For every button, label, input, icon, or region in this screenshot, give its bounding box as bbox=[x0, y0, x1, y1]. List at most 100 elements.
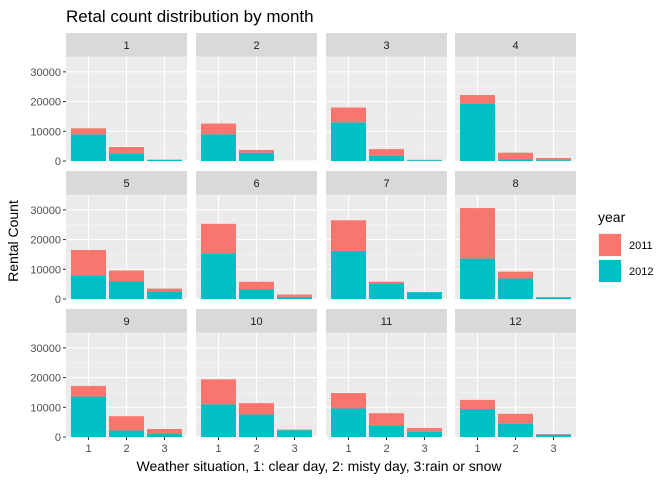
bar-2012 bbox=[201, 134, 236, 161]
bar-2012 bbox=[277, 296, 312, 299]
bar-2011 bbox=[201, 223, 236, 254]
facet-strip-label: 1 bbox=[123, 40, 129, 52]
facet-strip bbox=[66, 309, 187, 333]
bar-2011 bbox=[331, 220, 366, 251]
bar-2011 bbox=[277, 294, 312, 297]
x-tick-label: 1 bbox=[474, 443, 480, 455]
bar-2012 bbox=[460, 103, 495, 161]
y-axis-label: Rental Count bbox=[5, 200, 21, 282]
facet-panel-8: 8 bbox=[455, 171, 576, 300]
x-tick-label: 1 bbox=[215, 443, 221, 455]
legend-key-2011 bbox=[599, 234, 621, 256]
bar-2012 bbox=[147, 434, 182, 437]
y-tick-label: 20000 bbox=[30, 373, 61, 385]
y-tick-label: 10000 bbox=[30, 402, 61, 414]
bar-2011 bbox=[109, 147, 144, 154]
facet-strip-label: 5 bbox=[123, 178, 129, 190]
facet-strip bbox=[66, 33, 187, 57]
bar-2011 bbox=[239, 150, 274, 153]
bar-2011 bbox=[460, 399, 495, 410]
facet-strip bbox=[196, 171, 317, 195]
facet-strip-label: 4 bbox=[512, 40, 518, 52]
legend-title: year bbox=[598, 209, 626, 225]
bar-2012 bbox=[407, 160, 442, 161]
bar-2011 bbox=[147, 288, 182, 292]
facet-strip bbox=[455, 309, 576, 333]
bar-2012 bbox=[71, 134, 106, 161]
bar-2011 bbox=[201, 379, 236, 405]
y-tick-label: 30000 bbox=[30, 67, 61, 79]
bar-2012 bbox=[369, 283, 404, 299]
y-tick-label: 10000 bbox=[30, 126, 61, 138]
bar-2011 bbox=[331, 393, 366, 409]
facet-strip bbox=[196, 33, 317, 57]
bar-2012 bbox=[331, 122, 366, 161]
bar-2012 bbox=[498, 423, 533, 437]
legend: year 2011 2012 bbox=[598, 209, 653, 283]
facet-panel-3: 3 bbox=[326, 33, 447, 162]
x-tick-label: 1 bbox=[345, 443, 351, 455]
facet-strip bbox=[66, 171, 187, 195]
facet-strip-label: 12 bbox=[509, 316, 521, 328]
bar-2012 bbox=[239, 414, 274, 437]
bar-2011 bbox=[71, 249, 106, 276]
bar-2011 bbox=[277, 429, 312, 431]
bar-2012 bbox=[460, 258, 495, 299]
legend-key-2012 bbox=[599, 260, 621, 282]
facet-panel-5: 5 0 10000 20000 30000 bbox=[30, 171, 187, 306]
bar-2012 bbox=[536, 434, 571, 437]
facet-strip bbox=[326, 33, 447, 57]
bar-2012 bbox=[147, 291, 182, 299]
y-tick-label: 20000 bbox=[30, 97, 61, 109]
bar-2011 bbox=[536, 434, 571, 435]
bar-2012 bbox=[239, 152, 274, 161]
bar-2012 bbox=[331, 408, 366, 437]
facet-strip bbox=[326, 171, 447, 195]
x-tick-label: 2 bbox=[383, 443, 389, 455]
facet-strip-label: 2 bbox=[253, 40, 259, 52]
bar-2011 bbox=[460, 95, 495, 104]
legend-label-2012: 2012 bbox=[629, 266, 653, 278]
bar-2011 bbox=[369, 149, 404, 156]
bar-2012 bbox=[239, 289, 274, 299]
bar-2012 bbox=[498, 278, 533, 299]
x-axis-label: Weather situation, 1: clear day, 2: mist… bbox=[137, 458, 503, 474]
bar-2011 bbox=[498, 413, 533, 424]
facet-strip-label: 6 bbox=[253, 178, 259, 190]
bar-2012 bbox=[71, 275, 106, 299]
bar-2012 bbox=[369, 155, 404, 161]
bar-2011 bbox=[536, 158, 571, 161]
bar-2012 bbox=[407, 292, 442, 299]
bar-2012 bbox=[71, 396, 106, 437]
x-tick-label: 2 bbox=[253, 443, 259, 455]
facet-panel-11: 111 2 3 bbox=[326, 309, 447, 455]
bar-2011 bbox=[369, 413, 404, 427]
facet-panel-6: 6 bbox=[196, 171, 317, 300]
facet-panel-12: 121 2 3 bbox=[455, 309, 576, 455]
bar-2012 bbox=[109, 153, 144, 161]
x-tick-label: 3 bbox=[161, 443, 167, 455]
bar-2012 bbox=[331, 250, 366, 299]
bar-2012 bbox=[147, 159, 182, 161]
facet-strip bbox=[196, 309, 317, 333]
y-tick-label: 0 bbox=[55, 432, 61, 444]
bar-2011 bbox=[71, 128, 106, 135]
x-tick-label: 2 bbox=[123, 443, 129, 455]
bar-2011 bbox=[109, 270, 144, 282]
bar-2012 bbox=[536, 297, 571, 299]
y-tick-label: 0 bbox=[55, 156, 61, 168]
bar-2011 bbox=[147, 428, 182, 435]
bar-2011 bbox=[331, 107, 366, 123]
bar-2011 bbox=[71, 385, 106, 397]
y-tick-label: 30000 bbox=[30, 205, 61, 217]
x-tick-label: 2 bbox=[512, 443, 518, 455]
x-tick-label: 3 bbox=[421, 443, 427, 455]
facet-panel-7: 7 bbox=[326, 171, 447, 300]
facet-strip bbox=[455, 33, 576, 57]
legend-label-2011: 2011 bbox=[629, 240, 653, 252]
x-tick-label: 3 bbox=[291, 443, 297, 455]
bar-2012 bbox=[201, 404, 236, 437]
facet-strip-label: 8 bbox=[512, 178, 518, 190]
bar-2012 bbox=[536, 160, 571, 161]
